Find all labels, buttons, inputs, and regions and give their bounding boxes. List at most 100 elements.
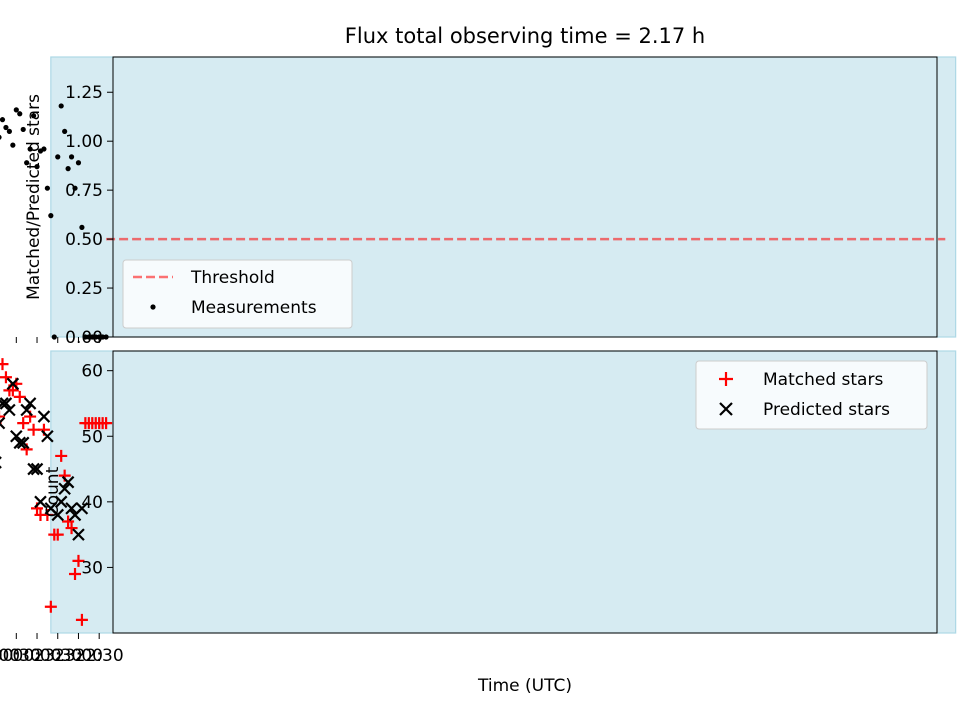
- measurement-point: [75, 160, 82, 166]
- matched-star-point: [62, 515, 75, 528]
- measurement-points: [0, 103, 109, 340]
- ratio-y-axis-label: Matched/Predicted stars: [24, 94, 44, 300]
- matched-star-point: [65, 522, 78, 535]
- count-y-axis-label: Count: [43, 466, 63, 517]
- matched-star-point: [0, 371, 12, 384]
- measurement-point: [6, 128, 12, 135]
- measurement-point: [0, 117, 6, 123]
- matched-star-point: [27, 423, 40, 436]
- predicted-star-point: [30, 462, 44, 476]
- measurement-point: [82, 334, 88, 340]
- ratio-panel-frame: [112, 56, 938, 338]
- measurement-point: [44, 185, 50, 191]
- count-legend: Matched stars Predicted stars: [695, 360, 928, 430]
- measurement-point: [20, 126, 26, 133]
- matched-star-point: [69, 567, 82, 580]
- x-tick-label: 00:30: [0, 646, 41, 666]
- y-tick-label: 0.00: [65, 328, 103, 348]
- legend-matched-label: Matched stars: [763, 370, 883, 390]
- y-tick-label: 0.75: [65, 181, 103, 201]
- x-tick-label: 23:00: [54, 646, 103, 666]
- predicted-star-point: [54, 495, 68, 509]
- measurement-point: [65, 166, 71, 172]
- y-tick-label: 1.25: [65, 83, 103, 103]
- x-axis-label: Time (UTC): [477, 676, 572, 696]
- predicted-star-point: [61, 475, 75, 489]
- measurement-point: [0, 134, 2, 140]
- y-tick-label: 0.50: [65, 230, 103, 250]
- measurement-point: [27, 146, 33, 152]
- measurement-point: [10, 142, 16, 148]
- predicted-star-point: [68, 508, 82, 522]
- predicted-star-point: [34, 495, 47, 509]
- y-tick-label: 50: [81, 427, 103, 447]
- count-legend-box: [695, 360, 928, 430]
- matched-star-point: [13, 390, 26, 403]
- x-tick-label: 22:30: [75, 646, 124, 666]
- y-tick-label: 0.25: [65, 279, 103, 299]
- legend-matched-swatch: [719, 372, 733, 386]
- matched-star-point: [44, 600, 57, 613]
- measurement-point: [37, 148, 44, 154]
- ratio-panel: 0.00 0.25 0.50 0.75 1.00 1.25 Matched/Predict…: [0, 56, 957, 348]
- measurement-point: [79, 224, 85, 230]
- chart-title: Flux total observing time = 2.17 h: [345, 24, 705, 48]
- predicted-star-point: [20, 403, 33, 417]
- measurement-point: [72, 185, 78, 191]
- matched-star-point: [17, 417, 30, 430]
- count-panel: 30 40 50 60 22:3023:0023:3000:0000:3001:000…: [0, 350, 957, 696]
- predicted-star-point: [27, 462, 40, 476]
- measurement-point: [24, 160, 30, 166]
- ratio-y-ticks: 0.00 0.25 0.50 0.75 1.00 1.25: [65, 83, 113, 348]
- y-tick-label: 40: [81, 493, 103, 513]
- legend-predicted-swatch: [719, 402, 733, 416]
- measurement-point: [68, 154, 75, 160]
- x-tick-label: 23:30: [33, 646, 82, 666]
- predicted-star-point: [44, 502, 58, 515]
- measurement-point: [58, 103, 64, 109]
- measurement-point: [13, 107, 19, 113]
- matched-star-point: [75, 613, 88, 626]
- legend-measurements-swatch: [150, 304, 156, 310]
- matched-star-point: [0, 358, 9, 371]
- measurement-point: [48, 213, 54, 219]
- predicted-star-point: [72, 528, 85, 541]
- matched-star-point: [55, 449, 68, 462]
- ratio-legend-box: [122, 259, 353, 329]
- matched-star-point: [48, 528, 61, 541]
- predicted-star-point: [6, 377, 20, 391]
- measurement-point: [34, 164, 40, 170]
- predicted-star-point: [10, 429, 23, 443]
- predicted-star-point: [0, 456, 2, 469]
- matched-star-point: [0, 410, 6, 423]
- x-tick-label: 01:00: [0, 646, 20, 666]
- ratio-legend: Threshold Measurements: [122, 259, 353, 329]
- predicted-star-point: [23, 397, 37, 410]
- predicted-star-point: [13, 436, 27, 450]
- predicted-star-point: [0, 397, 9, 410]
- x-tick-label: 00:00: [13, 646, 62, 666]
- y-tick-label: 30: [81, 558, 103, 578]
- legend-measurements-label: Measurements: [191, 298, 317, 318]
- measurement-point: [55, 154, 61, 160]
- legend-threshold-label: Threshold: [190, 268, 275, 288]
- y-tick-label: 1.00: [65, 132, 103, 152]
- predicted-star-point: [0, 397, 13, 410]
- y-tick-label: 60: [81, 362, 103, 382]
- matched-star-point: [72, 554, 85, 567]
- predicted-star-point: [65, 502, 78, 515]
- ratio-x-ticks: [15, 337, 100, 343]
- predicted-star-point: [37, 410, 51, 423]
- measurement-point: [51, 334, 57, 340]
- matched-star-point: [79, 417, 92, 430]
- measurement-point: [30, 113, 37, 119]
- measurement-point: [17, 111, 23, 117]
- legend-predicted-label: Predicted stars: [763, 400, 890, 420]
- predicted-star-point: [41, 429, 54, 443]
- count-y-ticks: 30 40 50 60: [81, 362, 113, 578]
- predicted-star-points: [0, 377, 89, 541]
- measurement-point: [62, 128, 68, 135]
- predicted-star-point: [0, 416, 6, 430]
